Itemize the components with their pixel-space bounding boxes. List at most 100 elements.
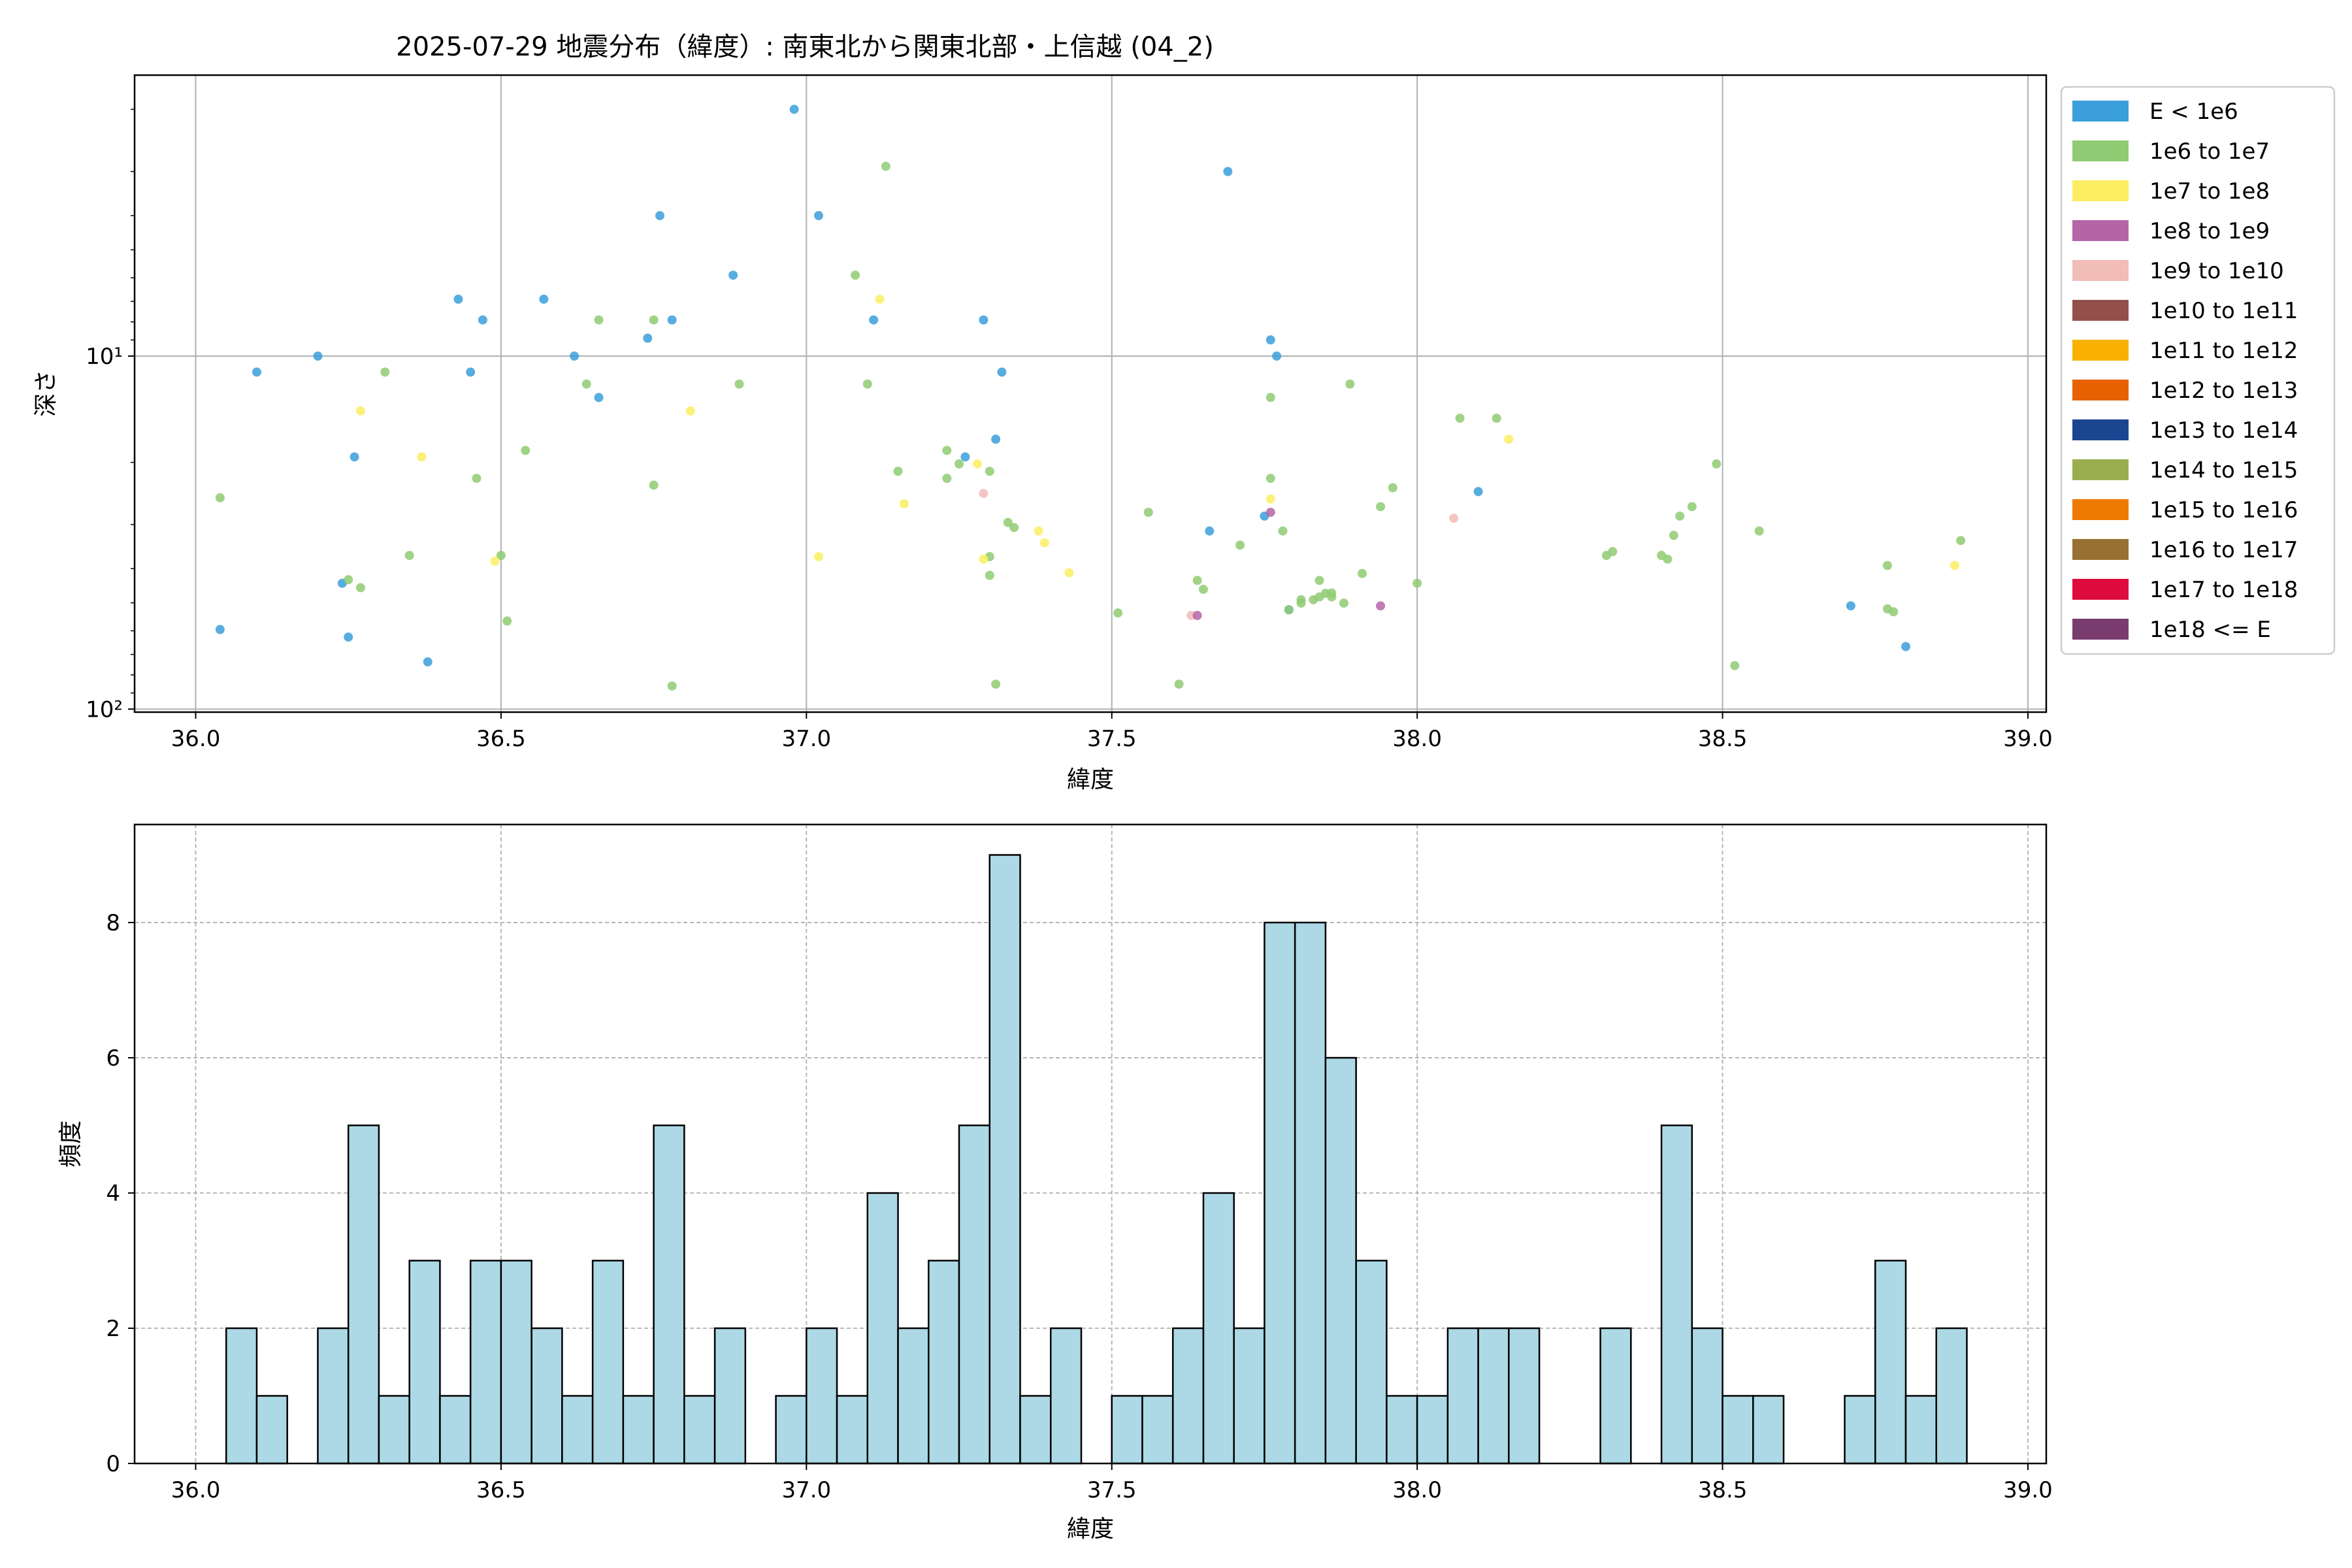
histogram-bar <box>1019 1395 1052 1465</box>
legend-swatch <box>2072 619 2129 640</box>
scatter-point <box>893 466 903 476</box>
scatter-point <box>1687 502 1697 512</box>
scatter-point <box>1675 511 1685 521</box>
histogram-bar <box>1446 1327 1479 1465</box>
scatter-point <box>1754 526 1764 536</box>
scatter-point <box>1205 526 1215 536</box>
scatter-x-tick-label: 36.5 <box>476 726 526 752</box>
scatter-point <box>1034 526 1043 536</box>
scatter-point <box>1956 536 1966 546</box>
legend-label: E < 1e6 <box>2149 99 2238 125</box>
legend-label: 1e8 to 1e9 <box>2149 218 2270 244</box>
histogram-bar <box>653 1124 685 1465</box>
scatter-point <box>466 367 476 377</box>
scatter-point <box>1039 538 1049 547</box>
scatter-point <box>1345 379 1355 389</box>
scatter-point <box>1669 531 1678 540</box>
scatter-point <box>1712 459 1722 469</box>
legend-swatch <box>2072 180 2129 201</box>
histogram-bar <box>1599 1327 1632 1465</box>
histogram-bar <box>1386 1395 1418 1465</box>
scatter-x-tick-label: 36.0 <box>171 726 221 752</box>
histogram-bar <box>1264 921 1296 1465</box>
scatter-point <box>667 315 677 325</box>
histogram-bar <box>1171 1327 1205 1465</box>
histogram-bar <box>317 1327 350 1465</box>
histogram-bar <box>622 1395 655 1465</box>
histogram-bar <box>1416 1395 1449 1465</box>
scatter-y-tick-label: 10² <box>86 696 123 723</box>
scatter-point <box>1266 393 1275 402</box>
legend-label: 1e14 to 1e15 <box>2149 457 2298 483</box>
histogram-bar <box>1722 1395 1754 1465</box>
scatter-point <box>539 294 549 304</box>
scatter-point <box>1266 508 1275 517</box>
histogram-x-tick-label: 38.5 <box>1698 1477 1748 1503</box>
scatter-point <box>649 315 659 325</box>
histogram-y-tick-label: 4 <box>106 1181 120 1207</box>
legend-swatch <box>2072 539 2129 560</box>
scatter-point <box>979 489 988 498</box>
scatter-point <box>594 315 604 325</box>
scatter-point <box>985 570 994 580</box>
histogram-bar <box>225 1327 258 1465</box>
histogram-bar <box>561 1395 594 1465</box>
scatter-point <box>881 161 890 171</box>
scatter-point <box>1504 434 1514 444</box>
scatter-point <box>581 379 591 389</box>
scatter-point <box>979 554 988 564</box>
scatter-point <box>1064 568 1074 578</box>
histogram-bar <box>1904 1395 1937 1465</box>
legend-swatch <box>2072 579 2129 600</box>
histogram-bar <box>255 1395 288 1465</box>
scatter-point <box>490 556 500 566</box>
legend-swatch <box>2072 499 2129 520</box>
scatter-point <box>960 452 970 462</box>
legend-swatch <box>2072 380 2129 400</box>
histogram-bar <box>1508 1327 1541 1465</box>
histogram-bar <box>866 1192 899 1465</box>
histogram-bar <box>1691 1327 1723 1465</box>
legend-label: 1e9 to 1e10 <box>2149 258 2284 284</box>
scatter-point <box>973 459 983 469</box>
legend-label: 1e15 to 1e16 <box>2149 497 2298 523</box>
histogram-axes: 36.0 36.5 37.0 37.5 38.0 38.5 39.0 0 2 4 6 8 <box>106 910 2052 1503</box>
scatter-point <box>1266 335 1275 345</box>
histogram-bar <box>897 1327 930 1465</box>
scatter-plot-frame <box>133 74 2048 713</box>
legend-swatch <box>2072 220 2129 241</box>
scatter-point <box>1455 414 1465 423</box>
scatter-point <box>814 552 824 562</box>
histogram-y-tick-label: 2 <box>106 1316 120 1342</box>
scatter-point <box>521 446 531 455</box>
scatter-point <box>380 367 390 377</box>
scatter-point <box>1388 483 1397 493</box>
histogram-plot-frame <box>133 823 2048 1465</box>
scatter-point <box>985 466 994 476</box>
scatter-point <box>643 333 653 343</box>
scatter-point <box>1889 607 1899 617</box>
legend-label: 1e16 to 1e17 <box>2149 537 2298 563</box>
chart-title: 2025-07-29 地震分布（緯度）: 南東北から関東北部・上信越 (04_2… <box>396 32 1214 62</box>
legend-label: 1e7 to 1e8 <box>2149 178 2270 204</box>
scatter-point <box>789 105 799 114</box>
scatter-point <box>1357 568 1367 578</box>
scatter-point <box>1376 601 1386 611</box>
scatter-point <box>1003 517 1013 527</box>
scatter-point <box>685 406 695 416</box>
histogram-bar <box>683 1395 716 1465</box>
scatter-point <box>1413 578 1422 588</box>
scatter-point <box>991 679 1001 689</box>
scatter-point <box>734 379 744 389</box>
scatter-point <box>997 367 1007 377</box>
histogram-bar <box>775 1395 808 1465</box>
scatter-point <box>875 294 885 304</box>
legend-swatch <box>2072 419 2129 440</box>
scatter-point <box>1296 598 1306 608</box>
scatter-y-axis-label: 深さ <box>33 370 59 417</box>
scatter-point <box>215 493 225 502</box>
scatter-point <box>252 367 261 377</box>
scatter-point <box>942 446 952 455</box>
histogram-bar <box>1477 1327 1510 1465</box>
